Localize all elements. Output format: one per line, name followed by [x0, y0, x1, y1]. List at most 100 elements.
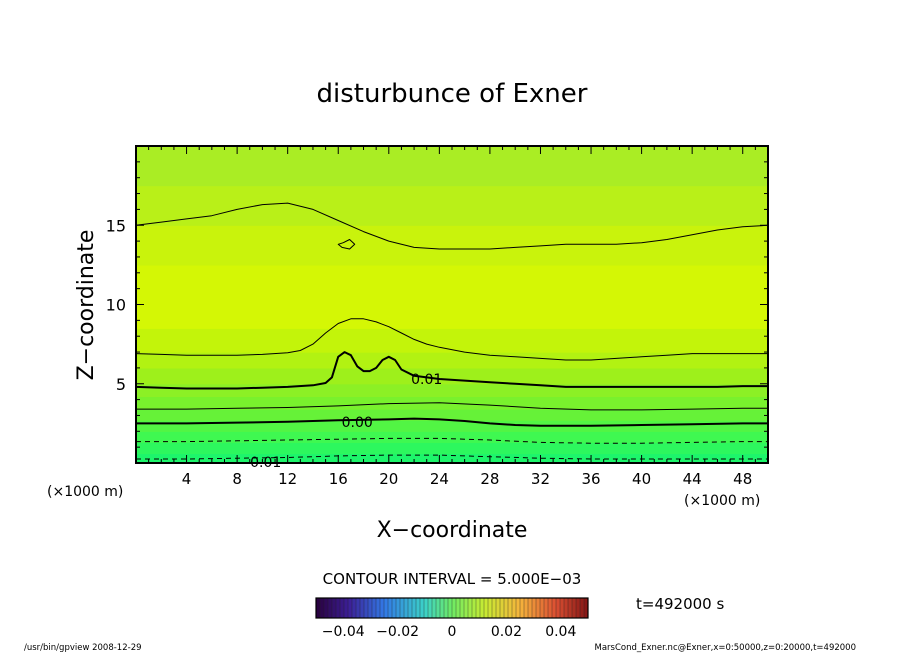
colorbar-cell	[323, 597, 329, 619]
contour-label-1: 0.00	[342, 415, 373, 431]
y-tick-label: 10	[106, 296, 126, 315]
colorbar-cell	[483, 597, 489, 619]
colorbar-cell	[451, 597, 457, 619]
x-tick-label: 36	[581, 470, 600, 488]
colorbar-cell	[363, 597, 369, 619]
y-unit-label: (×1000 m)	[47, 484, 123, 500]
colorbar-cell	[315, 597, 321, 619]
colorbar-cell	[415, 597, 421, 619]
x-tick-label: 16	[329, 470, 348, 488]
colorbar-cell	[319, 597, 325, 619]
footer-left: /usr/bin/gpview 2008-12-29	[24, 643, 142, 653]
colorbar: −0.04 −0.02 0 0.02 0.04	[315, 597, 589, 640]
shading-band-3	[136, 420, 768, 432]
x-tick-label: 40	[632, 470, 651, 488]
colorbar-cell	[507, 597, 513, 619]
shading-band-7	[136, 367, 768, 385]
colorbar-cell	[419, 597, 425, 619]
colorbar-cell	[575, 597, 581, 619]
colorbar-cell	[539, 597, 545, 619]
colorbar-cell	[543, 597, 549, 619]
x-tick-label: 32	[531, 470, 550, 488]
colorbar-cell	[331, 597, 337, 619]
chart-title: disturbunce of Exner	[317, 79, 588, 109]
colorbar-cell	[407, 597, 413, 619]
colorbar-cell	[511, 597, 517, 619]
contour-0.01-thick	[135, 351, 768, 390]
colorbar-cell	[531, 597, 537, 619]
contour-dashed-2	[136, 454, 768, 460]
colorbar-cell	[519, 597, 525, 619]
colorbar-cell	[335, 597, 341, 619]
shading-band-11	[136, 225, 768, 266]
shading-band-6	[136, 383, 768, 398]
colorbar-cell	[355, 597, 361, 619]
x-axis-title: X−coordinate	[377, 518, 528, 543]
shading-band-9	[136, 328, 768, 353]
colorbar-cell	[327, 597, 333, 619]
colorbar-cell	[339, 597, 345, 619]
colorbar-cell	[379, 597, 385, 619]
colorbar-cell	[439, 597, 445, 619]
colorbar-cell	[411, 597, 417, 619]
shading-band-13	[136, 146, 768, 187]
colorbar-cell	[343, 597, 349, 619]
colorbar-cell	[423, 597, 429, 619]
contour-labels: 0.01 0.00 −0.01	[238, 372, 442, 471]
shading-band-10	[136, 264, 768, 329]
shading-band-12	[136, 185, 768, 226]
x-tick-label: 44	[683, 470, 702, 488]
x-tick-label: 48	[733, 470, 752, 488]
contour-label-2: −0.01	[238, 455, 281, 471]
contour-interval-label: CONTOUR INTERVAL = 5.000E−03	[323, 570, 582, 588]
colorbar-cell	[487, 597, 493, 619]
contour-middle-thin	[135, 318, 768, 361]
footer-right: MarsCond_Exner.nc@Exner,x=0:50000,z=0:20…	[594, 643, 856, 653]
colorbar-cell	[403, 597, 409, 619]
y-axis-title: Z−coordinate	[74, 230, 99, 381]
contour-label-0: 0.01	[411, 372, 442, 388]
x-tick-label: 24	[430, 470, 449, 488]
colorbar-cell	[359, 597, 365, 619]
colorbar-cell	[455, 597, 461, 619]
colorbar-cell	[371, 597, 377, 619]
colorbar-cell	[579, 597, 585, 619]
contour-lines	[135, 202, 769, 460]
colorbar-cell	[399, 597, 405, 619]
y-axis-ticks: 5 10 15	[106, 161, 768, 448]
x-tick-label: 20	[379, 470, 398, 488]
shading-band-2	[136, 431, 768, 443]
colorbar-cell	[559, 597, 565, 619]
x-tick-label: 28	[480, 470, 499, 488]
contour-dashed-1	[136, 437, 768, 444]
colorbar-cell	[395, 597, 401, 619]
colorbar-tick-label: 0.02	[491, 624, 522, 640]
colorbar-cell	[515, 597, 521, 619]
colorbar-cell	[479, 597, 485, 619]
colorbar-cell	[503, 597, 509, 619]
colorbar-cell	[571, 597, 577, 619]
x-tick-label: 12	[278, 470, 297, 488]
colorbar-tick-label: 0.04	[545, 624, 576, 640]
colorbar-cell	[551, 597, 557, 619]
colorbar-cell	[555, 597, 561, 619]
colorbar-cell	[383, 597, 389, 619]
colorbar-cell	[535, 597, 541, 619]
y-tick-label: 5	[116, 375, 126, 394]
colorbar-cell	[443, 597, 449, 619]
colorbar-cell	[431, 597, 437, 619]
time-label: t=492000 s	[636, 595, 724, 613]
contour-upper-island	[337, 239, 356, 250]
colorbar-cell	[367, 597, 373, 619]
shading-bands	[136, 146, 768, 464]
colorbar-cell	[491, 597, 497, 619]
colorbar-cell	[495, 597, 501, 619]
x-tick-label: 4	[182, 470, 192, 488]
colorbar-cell	[459, 597, 465, 619]
colorbar-cell	[499, 597, 505, 619]
colorbar-cell	[527, 597, 533, 619]
colorbar-cell	[391, 597, 397, 619]
contour-upper-thin	[135, 202, 769, 250]
